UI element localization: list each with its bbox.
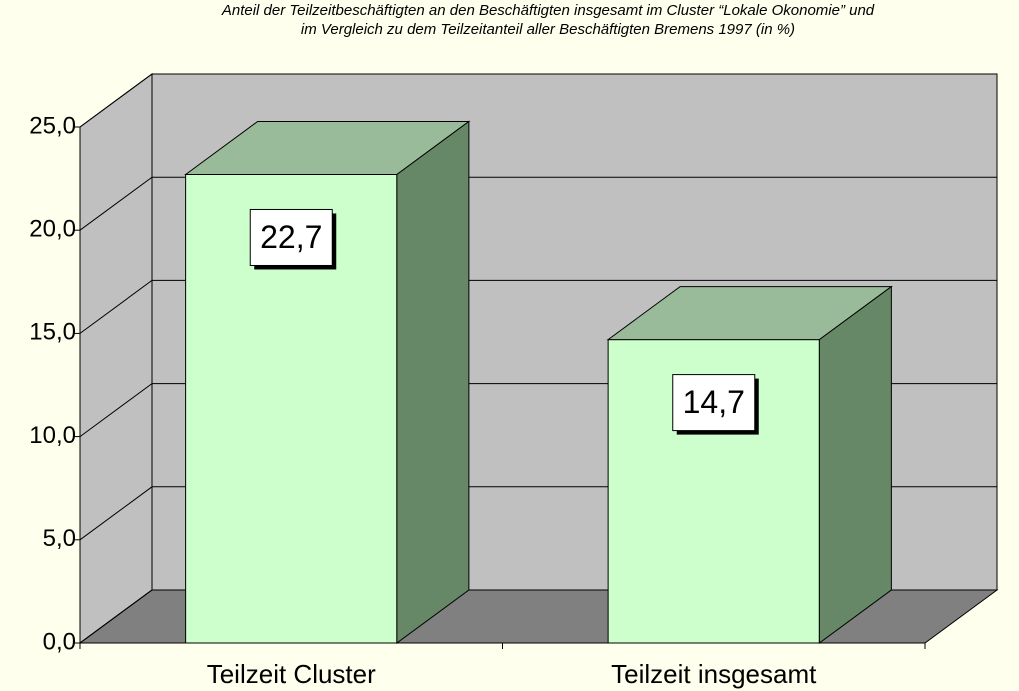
x-tick-label: Teilzeit insgesamt bbox=[611, 659, 817, 689]
grid-line bbox=[79, 279, 997, 334]
value-label: 14,7 bbox=[683, 384, 745, 420]
y-tick-label: 0,0 bbox=[43, 628, 76, 655]
value-label-box bbox=[249, 208, 333, 266]
y-tick-label: 5,0 bbox=[43, 525, 76, 552]
y-tick-label: 20,0 bbox=[29, 216, 76, 243]
chart-title: Anteil der Teilzeitbeschäftigten an den … bbox=[221, 2, 875, 19]
value-label-box bbox=[672, 374, 756, 432]
grid-line bbox=[79, 176, 997, 231]
bar-side bbox=[396, 120, 470, 644]
chart-title: im Vergleich zu dem Teilzeitanteil aller… bbox=[301, 21, 795, 38]
bar bbox=[606, 285, 893, 644]
side-wall bbox=[79, 73, 153, 644]
y-tick-label: 10,0 bbox=[29, 422, 76, 449]
y-tick-label: 25,0 bbox=[29, 112, 76, 139]
grid-line bbox=[79, 73, 997, 128]
bar bbox=[184, 120, 471, 644]
bar-side bbox=[818, 285, 892, 644]
x-tick-label: Teilzeit Cluster bbox=[207, 659, 376, 689]
y-tick-label: 15,0 bbox=[29, 319, 76, 346]
value-label: 22,7 bbox=[260, 219, 322, 255]
